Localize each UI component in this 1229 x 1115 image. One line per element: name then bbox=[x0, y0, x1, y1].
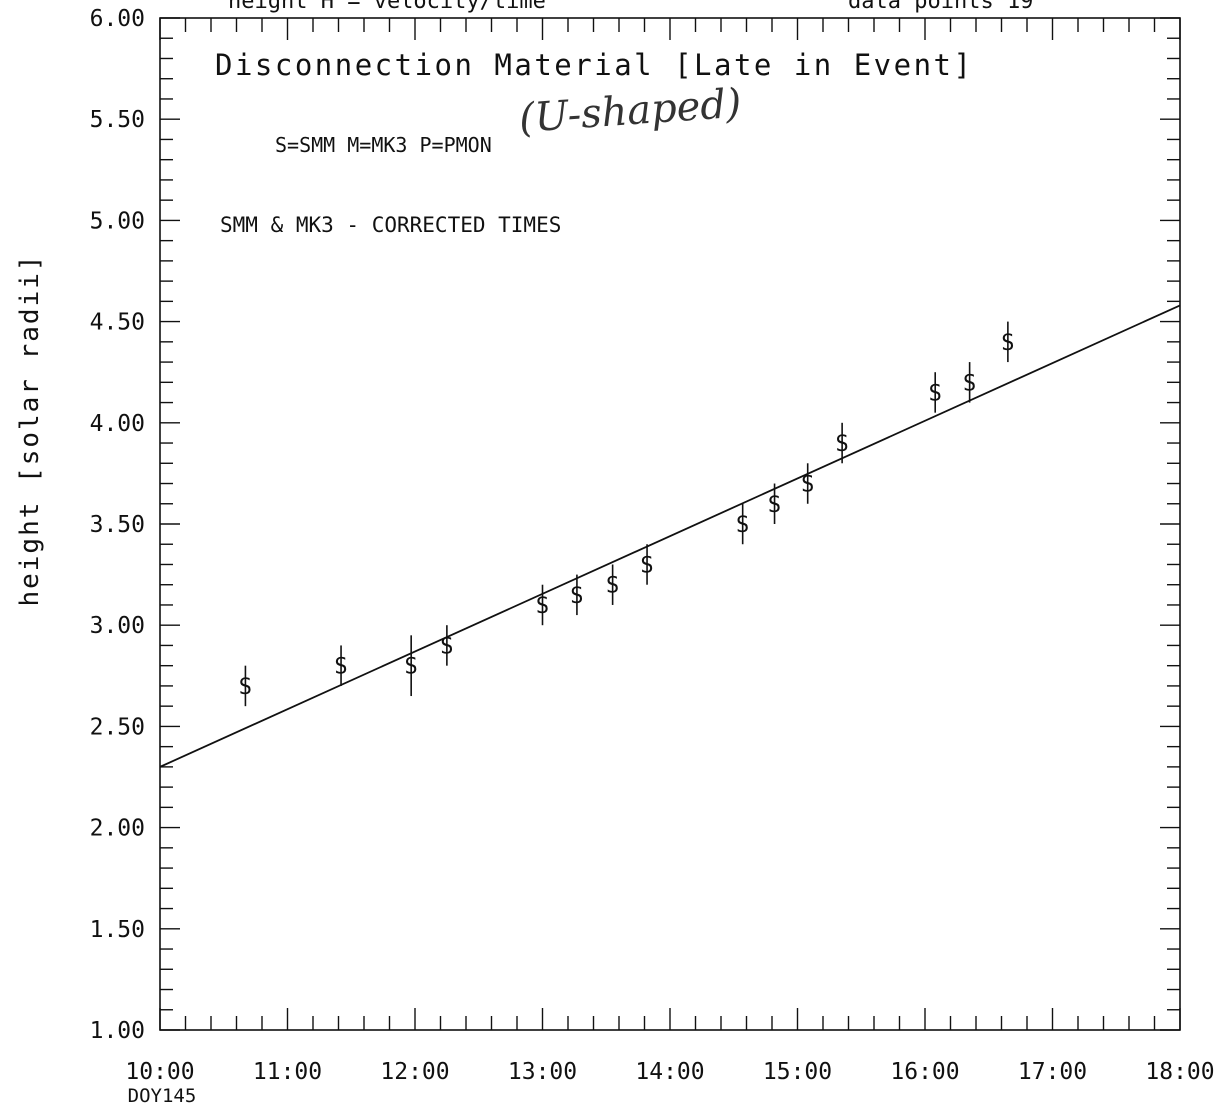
point-marker: S bbox=[801, 473, 814, 498]
point-marker: S bbox=[836, 432, 849, 457]
data-point: S bbox=[570, 574, 584, 616]
x-tick-label: 16:00 bbox=[890, 1059, 959, 1085]
y-tick-label: 6.00 bbox=[90, 6, 145, 32]
data-point: S bbox=[606, 564, 619, 605]
header-left-text: height H = velocity/time bbox=[228, 0, 546, 14]
correction-note: SMM & MK3 - CORRECTED TIMES bbox=[220, 213, 561, 237]
point-marker: S bbox=[640, 553, 653, 578]
data-point: S bbox=[1001, 321, 1015, 363]
data-point: S bbox=[405, 635, 418, 697]
data-point: S bbox=[801, 463, 814, 504]
fit-line-group bbox=[159, 304, 1181, 768]
y-tick-label: 5.00 bbox=[90, 208, 145, 234]
point-marker: S bbox=[405, 655, 418, 680]
y-tick-label: 5.50 bbox=[90, 107, 145, 133]
point-marker: S bbox=[239, 675, 252, 700]
x-tick-label: 12:00 bbox=[380, 1059, 449, 1085]
point-marker: S bbox=[570, 584, 583, 609]
y-tick-label: 4.50 bbox=[90, 310, 145, 336]
x-tick-label: 10:00 bbox=[125, 1059, 194, 1085]
header-right-text: data points 19 bbox=[848, 0, 1033, 14]
data-point: S bbox=[768, 483, 781, 524]
y-tick-label: 4.00 bbox=[90, 411, 145, 437]
x-tick-label: 17:00 bbox=[1018, 1059, 1087, 1085]
data-point: S bbox=[334, 645, 348, 686]
point-marker: S bbox=[768, 493, 781, 518]
point-marker: S bbox=[440, 634, 453, 659]
y-tick-label: 1.00 bbox=[90, 1018, 145, 1044]
data-point: S bbox=[963, 362, 976, 403]
x-tick-label: 15:00 bbox=[763, 1059, 832, 1085]
data-point: S bbox=[536, 584, 549, 626]
point-marker: S bbox=[536, 594, 549, 619]
chart-title: Disconnection Material [Late in Event] bbox=[215, 48, 973, 82]
point-marker: S bbox=[1001, 331, 1014, 356]
y-tick-label: 1.50 bbox=[90, 917, 145, 943]
y-tick-label: 2.50 bbox=[90, 714, 145, 740]
point-marker: S bbox=[334, 655, 347, 680]
point-marker: S bbox=[736, 513, 749, 538]
x-tick-label: 18:00 bbox=[1145, 1059, 1214, 1085]
y-tick-labels: 1.00 1.50 2.00 2.50 3.00 3.50 4.00 4.50 5.00 5.50… bbox=[90, 6, 145, 1044]
x-tick-label: 11:00 bbox=[253, 1059, 322, 1085]
point-marker: S bbox=[963, 371, 976, 396]
plot-frame bbox=[159, 17, 1181, 1031]
data-point: S bbox=[239, 665, 252, 707]
y-tick-label: 3.00 bbox=[90, 613, 145, 639]
legend-key: S=SMM M=MK3 P=PMON bbox=[275, 133, 492, 157]
data-point: S bbox=[736, 503, 749, 545]
point-marker: S bbox=[606, 574, 619, 599]
data-point: S bbox=[440, 625, 454, 666]
doy-label: DOY145 bbox=[128, 1085, 197, 1107]
x-tick-label: 13:00 bbox=[508, 1059, 577, 1085]
y-tick-label: 2.00 bbox=[90, 816, 145, 842]
x-tick-label: 14:00 bbox=[635, 1059, 704, 1085]
x-tick-labels: 10:00 11:00 12:00 13:00 14:00 15:00 16:00 17:00… bbox=[125, 1059, 1214, 1085]
data-point: S bbox=[836, 422, 849, 464]
data-point: S bbox=[929, 372, 942, 413]
y-tick-label: 3.50 bbox=[90, 512, 145, 538]
fit-line bbox=[159, 304, 1181, 768]
handwritten-note: (U-shaped) bbox=[517, 81, 742, 142]
axis-ticks bbox=[159, 17, 1181, 1031]
y-axis-label: height [solar radii] bbox=[15, 253, 45, 606]
point-marker: S bbox=[929, 381, 942, 406]
data-point: S bbox=[640, 544, 654, 585]
